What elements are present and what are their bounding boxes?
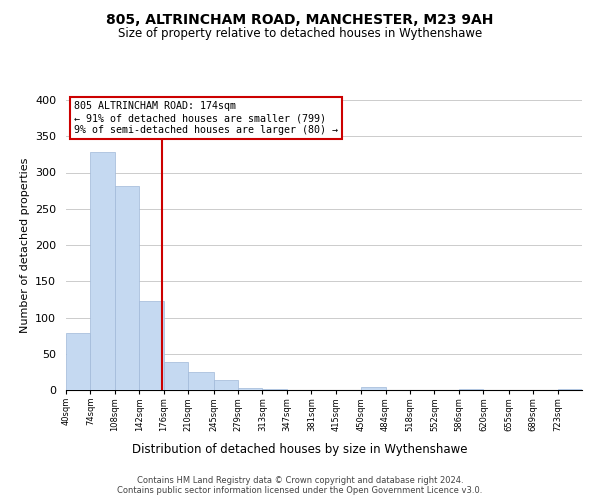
Bar: [139, 301, 164, 390]
Bar: [91, 152, 115, 390]
Bar: [188, 372, 214, 390]
Bar: [66, 334, 91, 390]
Y-axis label: Number of detached properties: Number of detached properties: [20, 158, 29, 332]
Bar: [214, 380, 238, 390]
Bar: [164, 362, 188, 390]
Bar: [238, 388, 262, 390]
Bar: [459, 388, 484, 390]
Text: 805, ALTRINCHAM ROAD, MANCHESTER, M23 9AH: 805, ALTRINCHAM ROAD, MANCHESTER, M23 9A…: [106, 12, 494, 26]
Text: Distribution of detached houses by size in Wythenshawe: Distribution of detached houses by size …: [132, 442, 468, 456]
Text: Size of property relative to detached houses in Wythenshawe: Size of property relative to detached ho…: [118, 28, 482, 40]
Bar: [557, 388, 582, 390]
Text: Contains HM Land Registry data © Crown copyright and database right 2024.
Contai: Contains HM Land Registry data © Crown c…: [118, 476, 482, 495]
Bar: [361, 387, 386, 390]
Text: 805 ALTRINCHAM ROAD: 174sqm
← 91% of detached houses are smaller (799)
9% of sem: 805 ALTRINCHAM ROAD: 174sqm ← 91% of det…: [74, 102, 338, 134]
Bar: [115, 186, 139, 390]
Bar: [262, 388, 287, 390]
